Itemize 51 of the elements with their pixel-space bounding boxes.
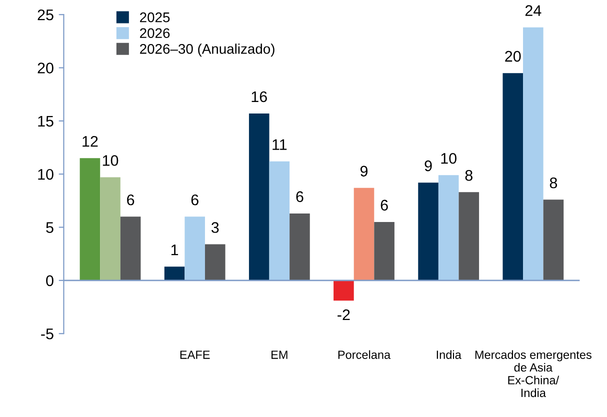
bar bbox=[184, 216, 205, 280]
data-label: 24 bbox=[525, 5, 542, 16]
bar bbox=[418, 182, 438, 280]
data-label: 8 bbox=[550, 177, 558, 188]
bar bbox=[458, 192, 480, 280]
data-label: 11 bbox=[272, 139, 287, 150]
data-label: 6 bbox=[127, 194, 134, 206]
x-tick-label: Porcelana bbox=[338, 350, 391, 359]
bar bbox=[120, 216, 141, 280]
bar bbox=[80, 158, 100, 280]
y-tick-label: 0 bbox=[46, 275, 54, 286]
bar bbox=[374, 222, 394, 280]
y-tick-label: 5 bbox=[46, 222, 54, 233]
y-tick-label: 25 bbox=[38, 9, 54, 20]
bar bbox=[523, 27, 544, 280]
data-label: 20 bbox=[505, 50, 521, 62]
data-label: 16 bbox=[252, 91, 267, 102]
x-tick-label: EAFE bbox=[180, 350, 210, 359]
y-tick-label: 15 bbox=[38, 116, 54, 127]
bar bbox=[290, 213, 310, 280]
x-tick-label: EM bbox=[272, 350, 288, 359]
y-tick-label: -5 bbox=[41, 328, 54, 340]
bar bbox=[204, 244, 226, 280]
legend-label: 2026–30 (Anualizado) bbox=[140, 44, 274, 57]
bar bbox=[354, 188, 374, 280]
data-label: 6 bbox=[296, 191, 304, 202]
data-label: 10 bbox=[441, 152, 456, 164]
bar bbox=[438, 175, 459, 280]
data-label: 6 bbox=[380, 200, 388, 211]
data-label: -2 bbox=[338, 309, 350, 320]
bar bbox=[164, 266, 185, 280]
y-tick-label: 10 bbox=[38, 168, 54, 180]
legend-label: 2025 bbox=[140, 12, 170, 22]
data-label: 10 bbox=[102, 155, 118, 166]
data-label: 3 bbox=[211, 222, 219, 233]
x-tick-label: India bbox=[436, 350, 462, 359]
bar bbox=[543, 200, 564, 280]
data-label: 1 bbox=[171, 244, 178, 256]
x-tick-label: Mercados emergentes de Asia Ex-China/ India bbox=[475, 350, 592, 398]
data-label: 12 bbox=[82, 136, 98, 147]
bar bbox=[269, 161, 290, 280]
bar bbox=[100, 177, 120, 280]
data-label: 9 bbox=[360, 166, 368, 177]
bar bbox=[502, 73, 524, 280]
data-label: 6 bbox=[191, 194, 198, 206]
data-label: 8 bbox=[465, 170, 472, 181]
y-tick-label: 20 bbox=[38, 62, 54, 74]
bar bbox=[248, 113, 270, 280]
legend-label: 2026 bbox=[140, 28, 170, 38]
bar bbox=[334, 280, 354, 301]
data-label: 9 bbox=[424, 160, 432, 172]
